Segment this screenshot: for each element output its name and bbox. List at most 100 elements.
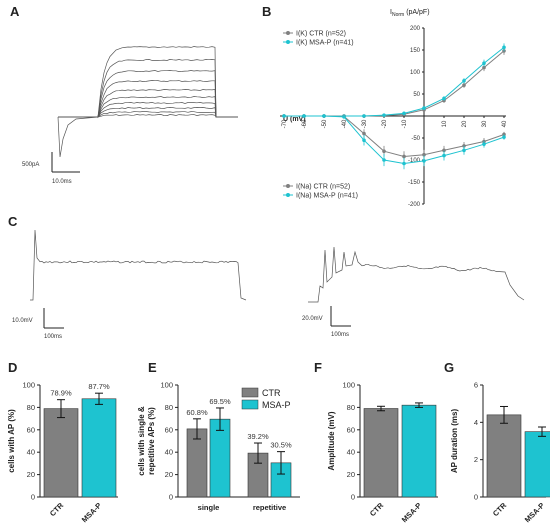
x-category-label: single: [198, 503, 220, 512]
current-trace: [58, 96, 238, 118]
x-category-label: CTR: [48, 500, 66, 518]
legend-label: I(K) CTR (n=52): [296, 31, 346, 38]
data-label: 78.9%: [50, 389, 72, 398]
legend-swatch: [241, 399, 259, 410]
y-tick-label: 150: [410, 48, 421, 54]
scale-time-label: 10.0ms: [52, 179, 72, 185]
data-point: [462, 83, 466, 87]
data-point: [442, 96, 446, 101]
y-tick-label: 50: [413, 92, 420, 98]
data-label: 39.2%: [247, 432, 269, 441]
y-tick-label: 40: [27, 448, 35, 457]
bar: [81, 398, 117, 498]
legend-label: MSA-P: [262, 400, 291, 410]
data-point: [362, 138, 366, 142]
y-tick-label: 100: [342, 381, 355, 390]
data-point: [422, 106, 426, 110]
y-tick-label: 40: [347, 448, 355, 457]
single-ap-trace: [30, 229, 247, 301]
x-category-label: CTR: [368, 500, 386, 518]
data-point: [502, 45, 506, 50]
data-point: [482, 61, 486, 65]
legend-swatch: [241, 387, 259, 398]
data-point: [382, 149, 386, 153]
series-line: [284, 50, 505, 117]
x-tick-label: -20: [382, 119, 388, 128]
current-trace: [58, 46, 238, 118]
x-tick-label: -70: [282, 119, 288, 128]
y-tick-label: 60: [347, 425, 355, 434]
y-tick-label: 60: [165, 425, 173, 434]
y-tick-label: 100: [410, 70, 421, 76]
x-category-label: CTR: [491, 500, 509, 518]
panel-label-b: B: [262, 4, 271, 19]
y-tick-label: 60: [27, 425, 35, 434]
current-trace: [58, 88, 238, 118]
x-tick-label: -50: [322, 119, 328, 128]
y-axis-label: repetitive APs (%): [147, 407, 156, 475]
scale-voltage-label: 20.0mV: [302, 316, 323, 322]
repetitive-ap-trace: [308, 246, 525, 303]
panel-a-current-traces: [57, 46, 238, 158]
legend-marker: [286, 40, 290, 44]
series-line: [284, 115, 505, 165]
panel-g-bar-chart: 0 2 4 6 AP duration (ms) CTR MSA-P: [450, 381, 550, 524]
y-tick-label: 0: [169, 493, 173, 502]
data-point: [402, 111, 406, 116]
current-trace: [58, 59, 238, 118]
bar: [524, 431, 550, 498]
x-category-label: repetitive: [253, 503, 286, 512]
y-axis-label: cells with single &: [137, 406, 146, 476]
panel-a-scale-bar: 500pA 10.0ms: [22, 152, 80, 185]
current-trace: [58, 102, 238, 118]
panel-label-f: F: [314, 360, 322, 375]
panel-label-d: D: [8, 360, 17, 375]
data-point: [422, 159, 426, 163]
data-point: [322, 114, 326, 118]
legend-label: I(Na) CTR (n=52): [296, 184, 350, 191]
y-tick-label: 6: [474, 381, 478, 390]
panel-d-bar-chart: 0 20 40 60 80 100 cells with AP (%) 78.9% CTR 87.…: [7, 381, 118, 524]
data-point: [502, 135, 506, 139]
x-tick-label: -40: [342, 119, 348, 128]
panel-label-e: E: [148, 360, 157, 375]
panel-label-g: G: [444, 360, 454, 375]
data-point: [302, 114, 306, 118]
panel-f-bar-chart: 0 20 40 60 80 100 Amplitude (mV) CTR MSA-P: [327, 381, 438, 524]
data-label: 30.5%: [270, 441, 292, 450]
data-point: [382, 113, 386, 117]
x-tick-label: 40: [502, 120, 508, 127]
y-tick-label: 40: [165, 448, 173, 457]
y-tick-label: 100: [22, 381, 35, 390]
y-tick-label: -100: [408, 158, 421, 164]
x-category-label: MSA-P: [400, 501, 423, 524]
data-label: 69.5%: [209, 397, 231, 406]
data-point: [462, 79, 466, 83]
x-category-label: MSA-P: [80, 501, 103, 524]
x-tick-label: 30: [482, 120, 488, 127]
data-point: [482, 65, 486, 70]
x-tick-label: -30: [362, 119, 368, 128]
panel-b-iv-chart: INorm (pA/pF) U (mV) -200 -150 -100 -50 50 100…: [280, 9, 508, 208]
data-label: 87.7%: [88, 382, 110, 391]
current-trace: [58, 107, 238, 119]
inward-transient: [57, 116, 99, 158]
bar: [43, 408, 79, 498]
y-tick-label: 0: [351, 493, 355, 502]
data-label: 60.8%: [186, 408, 208, 417]
data-point: [422, 152, 426, 157]
y-tick-label: -150: [408, 180, 421, 186]
panel-label-a: A: [10, 4, 20, 19]
y-tick-label: 2: [474, 455, 478, 464]
x-category-label: MSA-P: [523, 501, 546, 524]
current-trace: [58, 114, 238, 118]
y-tick-label: 4: [474, 418, 478, 427]
x-tick-label: -10: [402, 119, 408, 128]
y-tick-label: 80: [347, 403, 355, 412]
y-axis-label: Amplitude (mV): [327, 411, 336, 470]
data-point: [402, 154, 406, 159]
y-tick-label: 20: [165, 470, 173, 479]
legend-label: CTR: [262, 388, 281, 398]
